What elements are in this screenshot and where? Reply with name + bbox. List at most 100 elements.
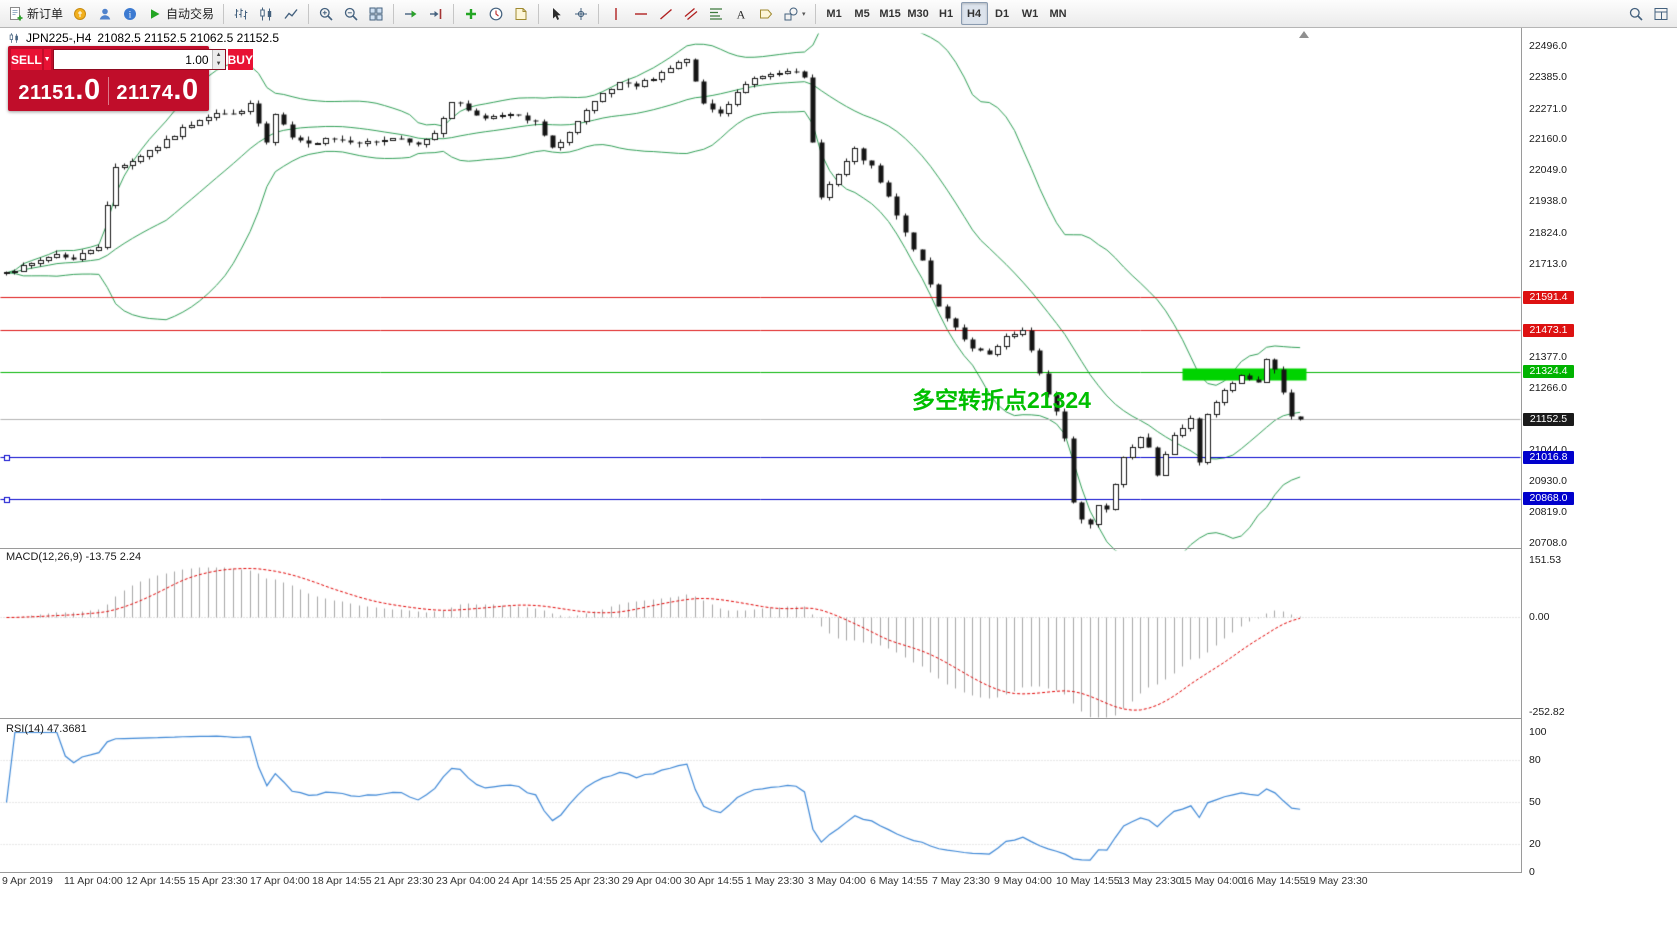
toolbar-separator xyxy=(308,3,310,24)
time-axis-label: 23 Apr 04:00 xyxy=(436,875,496,887)
zoom-out-button[interactable] xyxy=(339,2,363,25)
toolbar-separator xyxy=(538,3,540,24)
price-level-badge: 21473.1 xyxy=(1523,323,1574,337)
time-axis-label: 6 May 14:55 xyxy=(870,875,928,887)
search-icon xyxy=(1628,6,1644,22)
market-button[interactable] xyxy=(68,2,92,25)
price-axis-label: 21266.0 xyxy=(1529,381,1567,394)
template-icon xyxy=(513,6,529,22)
chart-shift-button[interactable] xyxy=(424,2,448,25)
time-axis[interactable]: 9 Apr 2019 11 Apr 04:00 12 Apr 14:55 15 Apr… xyxy=(0,875,1572,890)
timeframe-w1-button[interactable]: W1 xyxy=(1017,2,1044,25)
cursor-button[interactable] xyxy=(544,2,568,25)
toolbar-right-group xyxy=(1624,2,1673,25)
text-icon xyxy=(733,6,749,22)
new-order-icon xyxy=(8,6,24,22)
price-axis-label: 22496.0 xyxy=(1529,40,1567,52)
chart-canvas[interactable] xyxy=(0,28,1572,873)
timeframe-m5-button[interactable]: M5 xyxy=(849,2,876,25)
time-axis-label: 17 Apr 04:00 xyxy=(250,875,310,887)
price-axis-label: 20930.0 xyxy=(1529,475,1567,488)
new-order-button-label: 新订单 xyxy=(27,7,64,21)
trade-panel-prices: 21151.0 21174.0 xyxy=(11,73,206,108)
line-chart-button[interactable] xyxy=(279,2,303,25)
help-icon xyxy=(122,6,138,22)
timeframe-m30-button[interactable]: M30 xyxy=(905,2,932,25)
sell-button[interactable]: SELL xyxy=(11,49,42,70)
template-button[interactable] xyxy=(509,2,533,25)
tile-windows-button[interactable] xyxy=(364,2,388,25)
rsi-scale-label: 20 xyxy=(1529,838,1541,850)
rsi-timeaxis-splitter xyxy=(0,872,1572,873)
vertical-line-button[interactable] xyxy=(604,2,628,25)
candle-chart-button[interactable] xyxy=(254,2,278,25)
chart-title: JPN225-,H4 21082.5 21152.5 21062.5 21152… xyxy=(8,31,279,45)
line-chart-icon xyxy=(283,6,299,22)
profile-button[interactable] xyxy=(93,2,117,25)
toolbar-separator xyxy=(814,3,816,24)
time-axis-label: 9 May 04:00 xyxy=(994,875,1052,887)
volume-up-button[interactable]: ▲ xyxy=(215,51,222,58)
profile-icon xyxy=(97,6,113,22)
price-axis-label: 22385.0 xyxy=(1529,70,1567,83)
order-options-dropdown[interactable]: ▼ xyxy=(43,49,51,70)
autotrading-icon xyxy=(147,6,163,22)
chart-shift-icon xyxy=(428,6,444,22)
add-indicator-button[interactable] xyxy=(459,2,483,25)
sell-price[interactable]: 21151.0 xyxy=(11,76,108,105)
timeframe-h4-button[interactable]: H4 xyxy=(960,2,988,25)
tile-windows-icon xyxy=(368,6,384,22)
timeframe-m15-button[interactable]: M15 xyxy=(877,2,904,25)
timeframe-d1-button[interactable]: D1 xyxy=(989,2,1016,25)
fibonacci-icon xyxy=(708,6,724,22)
horizontal-line-button[interactable] xyxy=(629,2,653,25)
layout-button[interactable] xyxy=(1649,2,1673,25)
price-axis-label: 20819.0 xyxy=(1529,506,1567,519)
buy-button[interactable]: BUY xyxy=(227,49,253,70)
trendline-button[interactable] xyxy=(654,2,678,25)
label-button[interactable] xyxy=(754,2,778,25)
toolbar-separator xyxy=(393,3,395,24)
volume-input[interactable] xyxy=(53,50,212,69)
shapes-button[interactable]: ▾ xyxy=(779,2,810,25)
toolbar-separator xyxy=(223,3,225,24)
help-button[interactable] xyxy=(118,2,142,25)
volume-spinner: ▲ ▼ xyxy=(211,50,225,69)
crosshair-icon xyxy=(573,6,589,22)
zoom-in-button[interactable] xyxy=(314,2,338,25)
price-level-badge: 21324.4 xyxy=(1523,365,1574,379)
search-button[interactable] xyxy=(1624,2,1648,25)
time-axis-label: 1 May 23:30 xyxy=(746,875,804,887)
bar-chart-button[interactable] xyxy=(229,2,253,25)
buy-price[interactable]: 21174.0 xyxy=(109,76,206,105)
price-axis-label: 21377.0 xyxy=(1529,351,1567,364)
hline-icon xyxy=(633,6,649,22)
chart-symbol-period: JPN225-,H4 xyxy=(26,31,92,45)
crosshair-button[interactable] xyxy=(569,2,593,25)
chart-shift-marker[interactable] xyxy=(1299,31,1309,38)
timeframe-h1-button[interactable]: H1 xyxy=(933,2,960,25)
auto-scroll-button[interactable] xyxy=(399,2,423,25)
rsi-scale-label: 100 xyxy=(1529,726,1547,738)
rsi-scale-label: 0 xyxy=(1529,866,1535,878)
new-order-button[interactable]: 新订单 xyxy=(4,2,67,25)
price-level-badge: 21591.4 xyxy=(1523,290,1574,304)
channel-button[interactable] xyxy=(679,2,703,25)
period-button[interactable] xyxy=(484,2,508,25)
macd-scale-label: -252.82 xyxy=(1529,706,1565,719)
time-axis-label: 7 May 23:30 xyxy=(932,875,990,887)
candle-chart-icon xyxy=(258,6,274,22)
time-axis-label: 15 Apr 23:30 xyxy=(188,875,248,887)
text-button[interactable] xyxy=(729,2,753,25)
volume-down-button[interactable]: ▼ xyxy=(215,61,222,68)
chart-mini-icon xyxy=(8,32,20,44)
price-axis[interactable]: 22496.0 22385.0 22271.0 22160.0 22049.0 21938… xyxy=(1521,28,1577,878)
toolbar: 新订单 自动交易 ▾ M1 M5 M15 M30 H1 H4 D1 W1 MN xyxy=(0,0,1677,28)
fibonacci-button[interactable] xyxy=(704,2,728,25)
timeframe-m1-button[interactable]: M1 xyxy=(821,2,848,25)
price-axis-label: 20708.0 xyxy=(1529,537,1567,549)
dropdown-caret-icon: ▾ xyxy=(802,10,806,18)
autotrading-button[interactable]: 自动交易 xyxy=(143,2,218,25)
timeframe-mn-button[interactable]: MN xyxy=(1045,2,1072,25)
